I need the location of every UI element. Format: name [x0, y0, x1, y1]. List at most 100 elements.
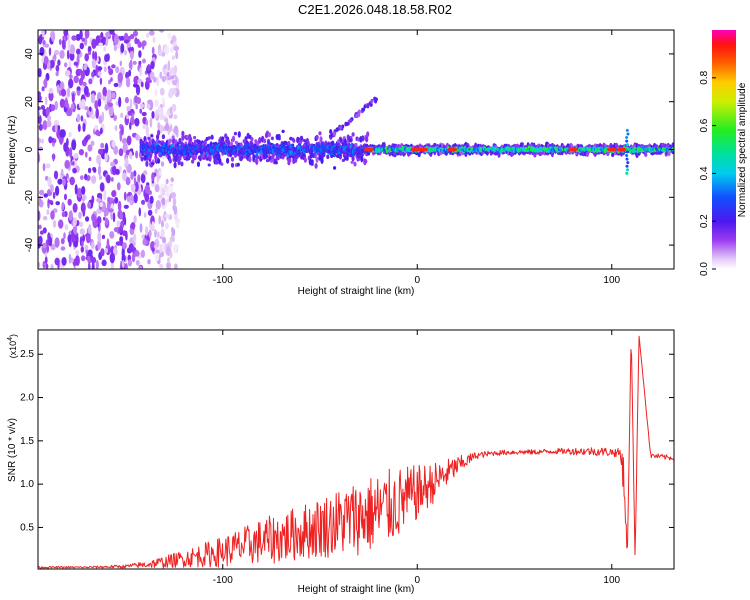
noise-cell [64, 97, 68, 109]
noise-cell [134, 250, 140, 257]
band-envelope-cell [158, 140, 162, 144]
noise-cell [172, 244, 178, 254]
noise-cell [68, 78, 74, 89]
noise-cell [72, 217, 77, 227]
snr-ylabel: SNR (10 * v/v) [7, 418, 18, 482]
noise-cell [55, 65, 60, 72]
spike-cell [625, 171, 629, 175]
noise-cell [50, 264, 54, 269]
noise-cell [45, 163, 51, 169]
noise-cell [142, 42, 145, 50]
noise-cell [123, 191, 127, 201]
noise-cell [166, 261, 171, 269]
noise-cell [173, 45, 180, 51]
peak-cell [410, 147, 421, 152]
noise-cell [42, 163, 46, 172]
band-core-cell [211, 144, 215, 147]
noise-cell [106, 238, 110, 250]
noise-cell [104, 247, 109, 254]
band-envelope-cell [349, 138, 353, 143]
noise-cell [73, 153, 79, 159]
noise-cell [147, 64, 151, 71]
band-envelope-cell [157, 158, 161, 164]
band-core-cell [255, 153, 259, 157]
noise-cell [106, 89, 112, 101]
noise-cell [134, 117, 140, 127]
noise-cell [76, 113, 81, 123]
noise-cell [90, 93, 96, 104]
noise-cell [129, 200, 133, 206]
noise-cell [159, 113, 165, 121]
noise-cell [46, 209, 50, 216]
noise-cell [124, 97, 129, 104]
noise-cell [101, 259, 107, 267]
noise-cell [54, 100, 58, 111]
band-core-cell [298, 151, 301, 156]
noise-cell [91, 175, 97, 184]
noise-cell [104, 152, 108, 162]
noise-cell [78, 101, 83, 109]
noise-cell [118, 148, 124, 157]
noise-cell [117, 72, 124, 83]
noise-cell [100, 127, 103, 135]
noise-cell [41, 86, 45, 92]
noise-cell [57, 59, 61, 66]
branch-cell [344, 121, 348, 126]
noise-cell [122, 172, 127, 181]
branch-cell [349, 118, 353, 123]
noise-cell [41, 138, 44, 144]
noise-cell [133, 30, 138, 37]
noise-cell [135, 134, 140, 141]
x-tick-label: 0 [414, 275, 420, 286]
band-envelope-cell [319, 136, 323, 143]
y-tick-label: -20 [24, 190, 35, 205]
noise-cell [84, 135, 89, 142]
noise-cell [38, 210, 41, 222]
noise-cell [84, 173, 88, 181]
noise-cell [124, 49, 127, 56]
noise-cell [72, 224, 78, 234]
noise-cell [99, 77, 103, 86]
band-envelope-cell [230, 162, 235, 168]
band-core-cell [187, 150, 191, 153]
noise-cell [122, 142, 128, 153]
noise-cell [66, 49, 70, 60]
noise-cell [110, 261, 115, 269]
noise-cell [38, 68, 42, 78]
noise-cell [125, 77, 131, 88]
noise-cell [171, 192, 177, 199]
noise-cell [54, 237, 60, 248]
spectrogram-heatmap [38, 30, 674, 269]
noise-cell [141, 199, 146, 205]
noise-cell [99, 182, 105, 192]
noise-cell [131, 112, 135, 119]
band-core-cell [195, 151, 198, 156]
noise-cell [147, 259, 151, 265]
band-envelope-cell [292, 138, 296, 143]
noise-cell [159, 71, 163, 79]
noise-cell [162, 236, 167, 244]
noise-cell [158, 263, 164, 269]
branch-cell [362, 107, 365, 112]
noise-cell [99, 202, 104, 208]
noise-cell [108, 105, 114, 117]
noise-cell [104, 97, 108, 107]
noise-cell [139, 103, 145, 108]
noise-cell [76, 48, 81, 55]
noise-cell [54, 49, 60, 56]
spike-cell [625, 139, 629, 143]
noise-cell [113, 115, 117, 121]
noise-cell [90, 113, 96, 120]
noise-cell [116, 182, 121, 191]
noise-cell [133, 170, 137, 177]
band-envelope-cell [144, 154, 148, 160]
band-core-cell [305, 142, 308, 146]
noise-cell [95, 108, 99, 119]
noise-cell [159, 186, 163, 197]
noise-cell [38, 123, 43, 131]
noise-cell [117, 200, 122, 212]
band-envelope-cell [161, 134, 165, 140]
noise-cell [50, 243, 56, 251]
band-envelope-cell [326, 154, 330, 160]
